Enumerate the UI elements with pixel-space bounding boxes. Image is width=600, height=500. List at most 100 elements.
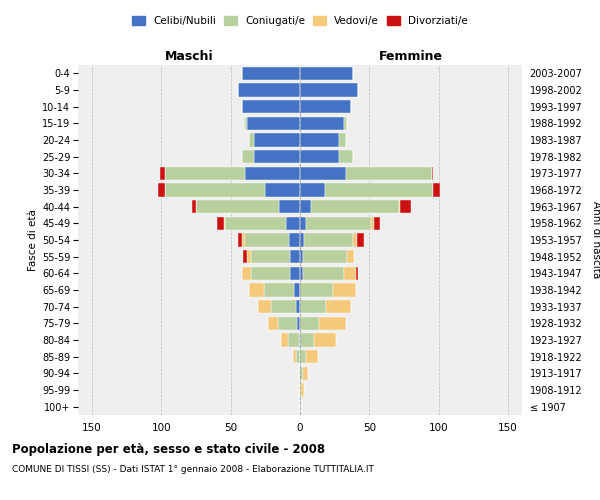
Bar bbox=[300, 284, 334, 296]
Bar bbox=[300, 250, 303, 264]
Bar bbox=[334, 284, 356, 296]
Bar bbox=[166, 166, 245, 180]
Bar bbox=[311, 200, 398, 213]
Bar bbox=[300, 400, 301, 413]
Bar bbox=[356, 266, 358, 280]
Bar bbox=[344, 266, 356, 280]
Bar bbox=[243, 250, 247, 264]
Bar bbox=[339, 150, 353, 164]
Bar bbox=[300, 100, 352, 114]
Bar bbox=[398, 200, 400, 213]
Bar bbox=[432, 166, 433, 180]
Bar bbox=[297, 316, 300, 330]
Bar bbox=[300, 66, 353, 80]
Bar bbox=[300, 366, 303, 380]
Text: Popolazione per età, sesso e stato civile - 2008: Popolazione per età, sesso e stato civil… bbox=[12, 442, 325, 456]
Bar bbox=[290, 250, 300, 264]
Bar bbox=[238, 84, 300, 96]
Bar bbox=[296, 300, 300, 314]
Bar bbox=[196, 200, 279, 213]
Bar bbox=[242, 266, 251, 280]
Bar bbox=[344, 116, 347, 130]
Bar bbox=[251, 250, 290, 264]
Bar bbox=[299, 334, 300, 346]
Bar bbox=[300, 234, 304, 246]
Bar bbox=[301, 384, 304, 396]
Bar bbox=[300, 334, 314, 346]
Bar bbox=[300, 134, 339, 146]
Bar bbox=[293, 350, 296, 364]
Bar bbox=[247, 250, 251, 264]
Bar bbox=[296, 350, 300, 364]
Bar bbox=[325, 184, 433, 196]
Bar bbox=[353, 234, 357, 246]
Bar bbox=[400, 200, 411, 213]
Bar bbox=[339, 134, 346, 146]
Bar bbox=[326, 300, 352, 314]
Bar bbox=[300, 350, 305, 364]
Bar bbox=[265, 184, 300, 196]
Bar bbox=[264, 284, 295, 296]
Bar bbox=[281, 334, 287, 346]
Bar bbox=[242, 150, 254, 164]
Text: COMUNE DI TISSI (SS) - Dati ISTAT 1° gennaio 2008 - Elaborazione TUTTITALIA.IT: COMUNE DI TISSI (SS) - Dati ISTAT 1° gen… bbox=[12, 465, 374, 474]
Bar bbox=[300, 266, 303, 280]
Bar bbox=[254, 150, 300, 164]
Bar bbox=[300, 200, 311, 213]
Bar bbox=[247, 116, 300, 130]
Bar bbox=[245, 166, 300, 180]
Bar bbox=[295, 284, 300, 296]
Bar bbox=[245, 234, 289, 246]
Bar bbox=[242, 100, 300, 114]
Bar bbox=[300, 166, 346, 180]
Bar bbox=[303, 366, 308, 380]
Bar bbox=[225, 216, 286, 230]
Bar bbox=[289, 234, 300, 246]
Bar bbox=[357, 234, 364, 246]
Bar bbox=[300, 300, 326, 314]
Bar bbox=[192, 200, 196, 213]
Bar bbox=[300, 216, 305, 230]
Bar bbox=[346, 166, 432, 180]
Bar bbox=[242, 66, 300, 80]
Bar bbox=[374, 216, 380, 230]
Bar bbox=[251, 266, 290, 280]
Bar bbox=[254, 134, 300, 146]
Bar bbox=[268, 316, 278, 330]
Text: Femmine: Femmine bbox=[379, 50, 443, 62]
Legend: Celibi/Nubili, Coniugati/e, Vedovi/e, Divorziati/e: Celibi/Nubili, Coniugati/e, Vedovi/e, Di… bbox=[132, 16, 468, 26]
Bar bbox=[290, 266, 300, 280]
Bar bbox=[286, 216, 300, 230]
Bar bbox=[160, 166, 166, 180]
Bar bbox=[300, 150, 339, 164]
Bar bbox=[245, 116, 247, 130]
Bar bbox=[242, 234, 245, 246]
Bar bbox=[300, 384, 301, 396]
Bar bbox=[433, 184, 440, 196]
Bar bbox=[271, 300, 296, 314]
Bar bbox=[300, 316, 319, 330]
Bar bbox=[319, 316, 346, 330]
Bar bbox=[303, 250, 347, 264]
Bar bbox=[158, 184, 166, 196]
Bar bbox=[299, 366, 300, 380]
Y-axis label: Fasce di età: Fasce di età bbox=[28, 209, 38, 271]
Bar bbox=[224, 216, 225, 230]
Bar bbox=[347, 250, 354, 264]
Bar bbox=[238, 234, 242, 246]
Bar bbox=[166, 184, 265, 196]
Bar bbox=[217, 216, 224, 230]
Bar bbox=[305, 350, 318, 364]
Bar bbox=[371, 216, 374, 230]
Bar bbox=[248, 284, 264, 296]
Bar bbox=[300, 116, 344, 130]
Bar bbox=[304, 234, 353, 246]
Bar bbox=[300, 84, 358, 96]
Y-axis label: Anni di nascita: Anni di nascita bbox=[591, 202, 600, 278]
Bar bbox=[303, 266, 344, 280]
Bar bbox=[279, 200, 300, 213]
Bar bbox=[314, 334, 336, 346]
Bar bbox=[300, 184, 325, 196]
Bar bbox=[259, 300, 271, 314]
Bar bbox=[287, 334, 299, 346]
